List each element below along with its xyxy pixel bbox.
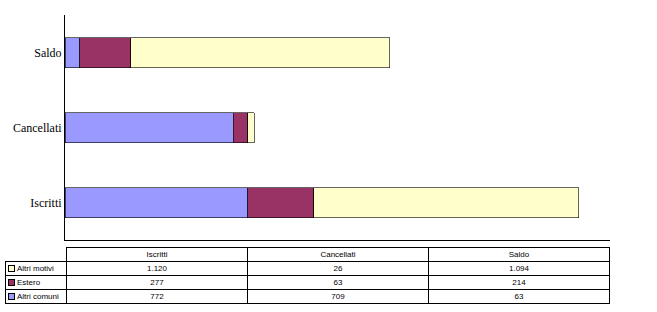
html-text:1.120: 1.120 bbox=[147, 264, 167, 273]
html-text:214: 214 bbox=[512, 278, 526, 287]
html-text:Estero: Estero bbox=[17, 278, 41, 287]
html-text:Iscritti: Iscritti bbox=[146, 250, 168, 259]
html-text:709: 709 bbox=[331, 292, 345, 301]
svg-text:Iscritti: Iscritti bbox=[30, 196, 62, 210]
svg-text:Cancellati: Cancellati bbox=[13, 121, 62, 135]
html-text:Cancellati: Cancellati bbox=[320, 250, 356, 259]
html-text:277: 277 bbox=[150, 278, 164, 287]
html-text:Altri motivi: Altri motivi bbox=[17, 264, 54, 273]
svg-text:Saldo: Saldo bbox=[34, 46, 61, 60]
html-text:Saldo: Saldo bbox=[508, 250, 530, 259]
html-text:63: 63 bbox=[333, 278, 343, 287]
html-text:772: 772 bbox=[150, 292, 164, 301]
html-text:63: 63 bbox=[514, 292, 524, 301]
html-text:26: 26 bbox=[333, 264, 343, 273]
html-text:Altri comuni: Altri comuni bbox=[17, 292, 59, 301]
html-text:1.094: 1.094 bbox=[509, 264, 529, 273]
